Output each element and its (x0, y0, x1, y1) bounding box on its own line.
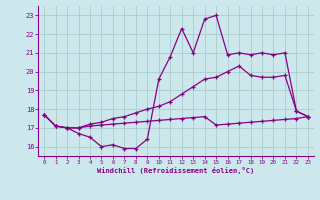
X-axis label: Windchill (Refroidissement éolien,°C): Windchill (Refroidissement éolien,°C) (97, 167, 255, 174)
